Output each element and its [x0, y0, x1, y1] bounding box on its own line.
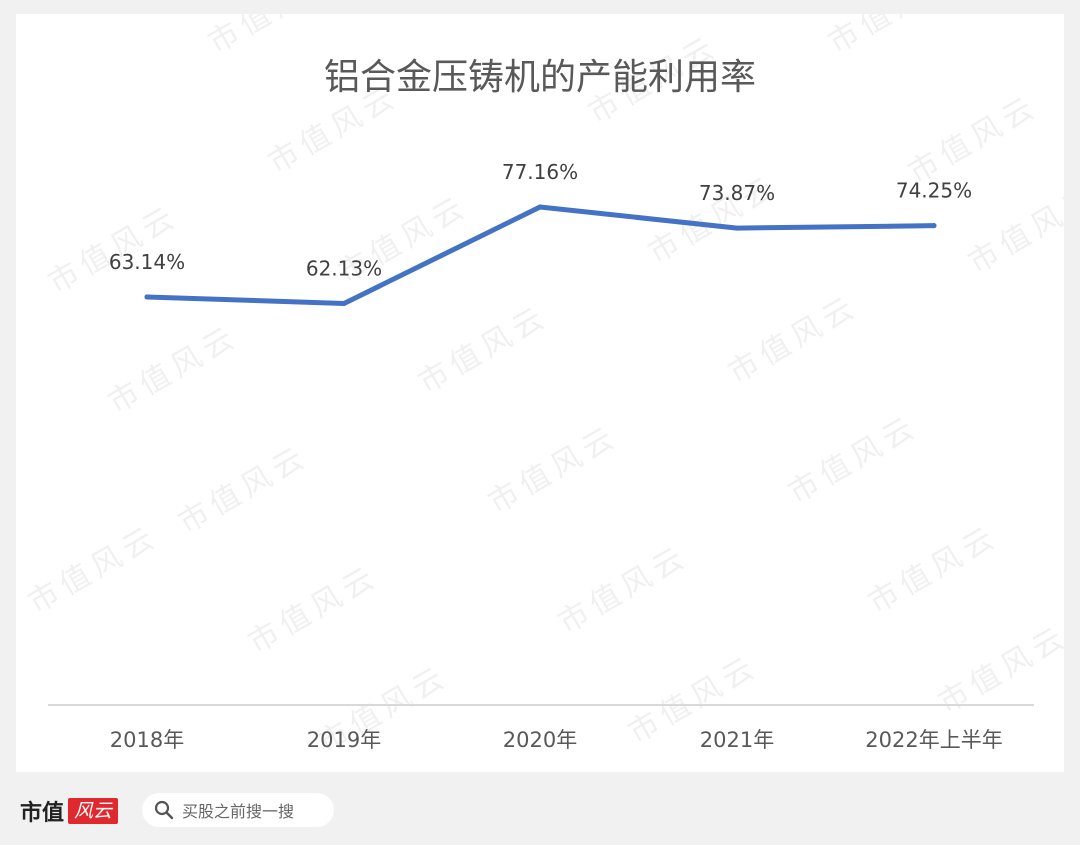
watermark-text: 市值风云 [483, 419, 625, 521]
data-label: 63.14% [109, 250, 185, 274]
watermark-text: 市值风云 [863, 519, 1005, 621]
footer-bar: 市值 风云 买股之前搜一搜 [0, 772, 1080, 845]
series-line [144, 204, 937, 306]
watermark-text: 市值风云 [413, 299, 555, 401]
search-placeholder: 买股之前搜一搜 [182, 802, 295, 821]
x-tick-label: 2022年上半年 [865, 728, 1002, 752]
chart-title: 铝合金压铸机的产能利用率 [324, 57, 756, 98]
x-tick-label: 2021年 [700, 728, 774, 752]
chart-card: 市值风云 市值风云 市值风云 市值风云 市值风云 市值风云 市值风云 市值风云 市值风云 市值风云… [16, 14, 1064, 772]
watermark-text: 市值风云 [823, 14, 965, 61]
logo-badge: 风云 [68, 798, 119, 824]
brand-logo[interactable]: 市值 风云 [20, 796, 119, 826]
watermark-text: 市值风云 [963, 179, 1065, 281]
logo-text: 市值 [20, 800, 65, 826]
data-point [144, 294, 150, 300]
x-tick-label: 2018年 [110, 728, 184, 752]
x-tick-label: 2020年 [503, 728, 577, 752]
data-label: 73.87% [699, 181, 775, 205]
watermark-text: 市值风云 [553, 539, 695, 641]
data-point [341, 300, 347, 306]
data-point [931, 223, 937, 229]
watermark-text: 市值风云 [203, 14, 345, 61]
watermark-text: 市值风云 [103, 319, 245, 421]
x-tick-label: 2019年 [307, 728, 381, 752]
data-label: 62.13% [306, 256, 382, 280]
data-label: 74.25% [896, 179, 972, 203]
watermark-text: 市值风云 [23, 519, 165, 621]
data-label: 77.16% [502, 160, 578, 184]
search-icon [154, 800, 174, 820]
search-box[interactable]: 买股之前搜一搜 [142, 793, 334, 827]
watermark-text: 市值风云 [783, 409, 925, 511]
data-point [734, 225, 740, 231]
watermark-text: 市值风云 [903, 89, 1045, 191]
watermark-text: 市值风云 [723, 289, 865, 391]
watermark-text: 市值风云 [243, 559, 385, 661]
watermark-text: 市值风云 [173, 439, 315, 541]
chart-plot-area: 63.14% 2018年 62.13% 2019年 77.16% 2020年 73.87% 2… [48, 160, 1034, 752]
data-point [537, 204, 543, 210]
